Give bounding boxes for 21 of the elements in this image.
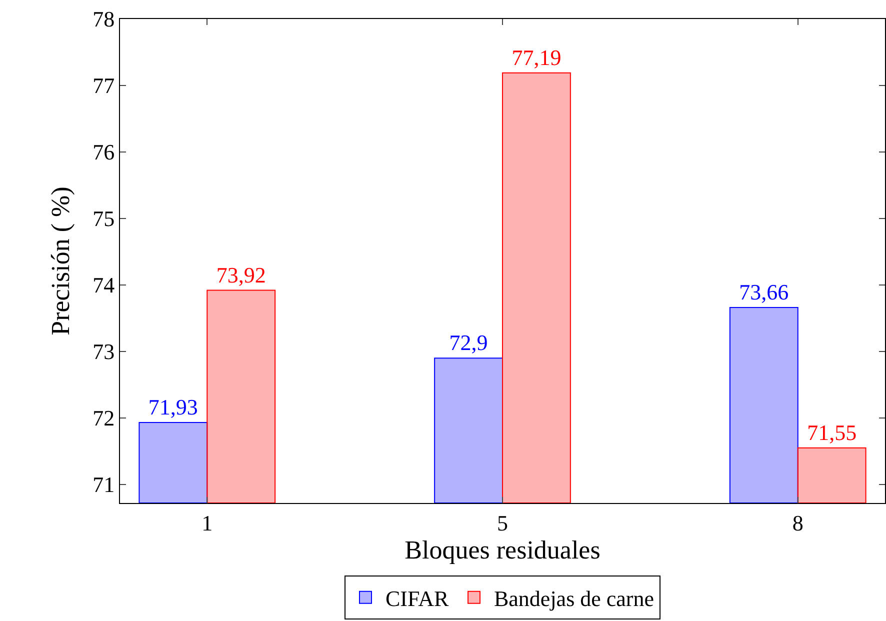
data-label: 72,9 xyxy=(449,330,488,356)
y-tick-label: 74 xyxy=(92,272,115,298)
data-label: 73,66 xyxy=(739,280,789,305)
x-tick-label: 8 xyxy=(792,510,804,536)
legend-label: Bandejas de carne xyxy=(494,586,654,611)
y-tick-label: 77 xyxy=(92,73,115,98)
data-label: 71,55 xyxy=(807,420,857,445)
data-label: 77,19 xyxy=(512,44,562,70)
y-tick-label: 75 xyxy=(92,206,115,232)
data-label: 73,92 xyxy=(216,262,266,288)
data-label: 71,93 xyxy=(148,394,198,420)
legend-label: CIFAR xyxy=(386,586,449,611)
y-axis-title: Precisión ( %) xyxy=(46,186,75,336)
x-tick-label: 5 xyxy=(497,510,508,536)
y-tick-label: 78 xyxy=(92,6,115,32)
y-tick-label: 71 xyxy=(92,472,115,498)
y-tick-label: 72 xyxy=(92,406,115,431)
x-axis-title: Bloques residuales xyxy=(404,535,600,564)
x-tick-label: 1 xyxy=(202,510,213,536)
y-tick-label: 76 xyxy=(92,140,115,165)
y-tick-label: 73 xyxy=(92,339,115,364)
